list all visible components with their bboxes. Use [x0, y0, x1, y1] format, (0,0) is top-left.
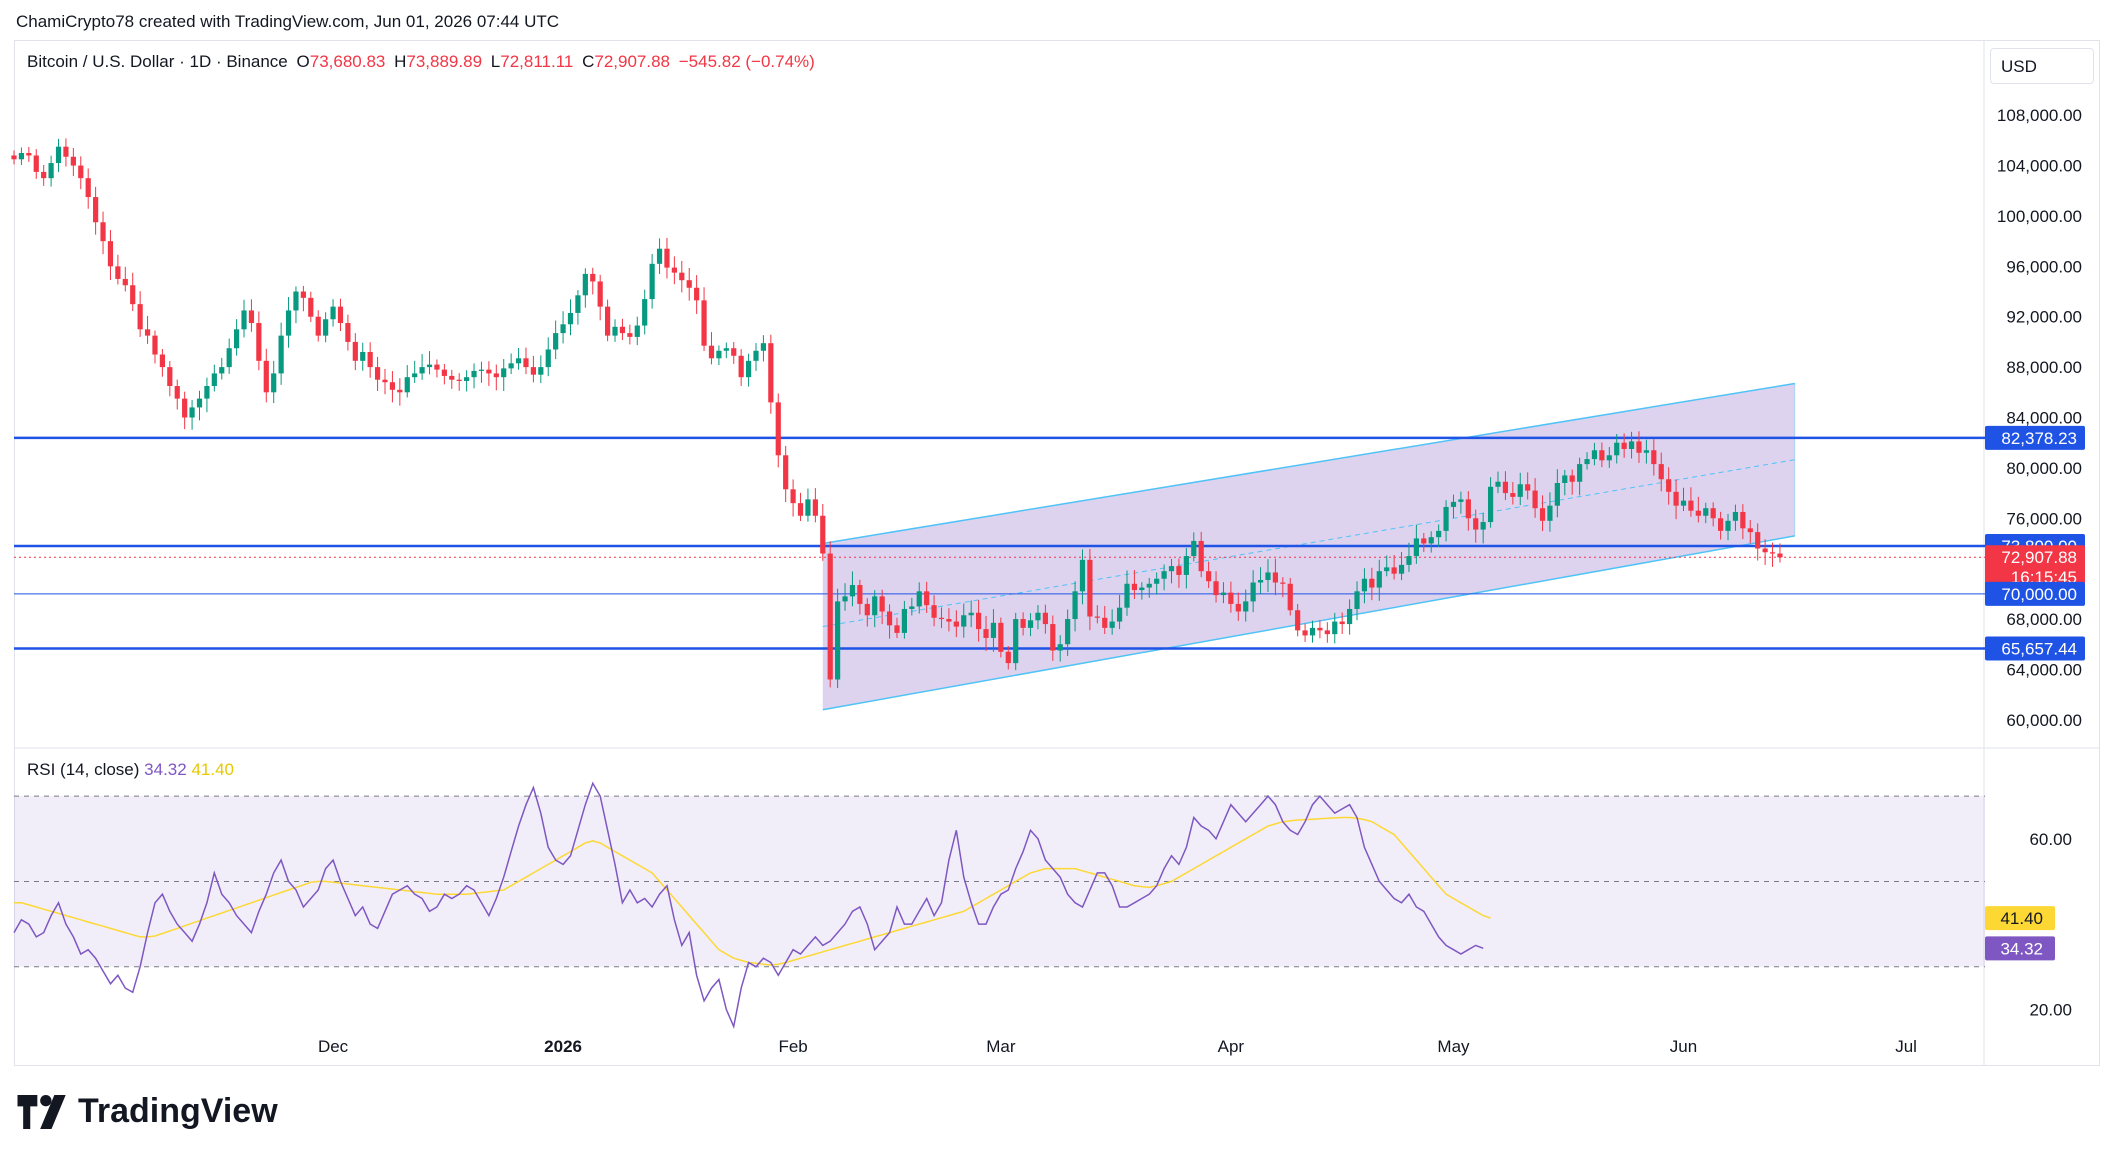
- tradingview-logo-icon: [17, 1094, 66, 1129]
- low-label: L: [490, 52, 501, 71]
- high-value: 73,889.89: [406, 52, 483, 71]
- chart-credit: ChamiCrypto78 created with TradingView.c…: [16, 12, 560, 31]
- rsi-title[interactable]: RSI (14, close): [27, 760, 140, 779]
- open-value: 73,680.83: [309, 52, 386, 71]
- tradingview-logo[interactable]: TradingView: [16, 1092, 278, 1131]
- close-value: 72,907.88: [594, 52, 670, 71]
- currency-button[interactable]: USD: [1990, 48, 2094, 84]
- rsi-ma-legend-value: 41.40: [191, 760, 234, 779]
- open-label: O: [296, 52, 310, 71]
- rsi-legend: RSI (14, close) 34.32 41.40: [27, 760, 234, 780]
- currency-label: USD: [2001, 57, 2037, 76]
- chart-frame: [14, 40, 2100, 1066]
- close-label: C: [582, 52, 595, 71]
- symbol-legend: Bitcoin / U.S. Dollar · 1D · Binance O73…: [27, 52, 819, 72]
- low-value: 72,811.11: [500, 52, 574, 71]
- branding-label: TradingView: [78, 1092, 278, 1130]
- symbol-title[interactable]: Bitcoin / U.S. Dollar · 1D · Binance: [27, 52, 288, 71]
- price-change: −545.82 (−0.74%): [678, 52, 815, 71]
- rsi-legend-value: 34.32: [144, 760, 187, 779]
- high-label: H: [394, 52, 407, 71]
